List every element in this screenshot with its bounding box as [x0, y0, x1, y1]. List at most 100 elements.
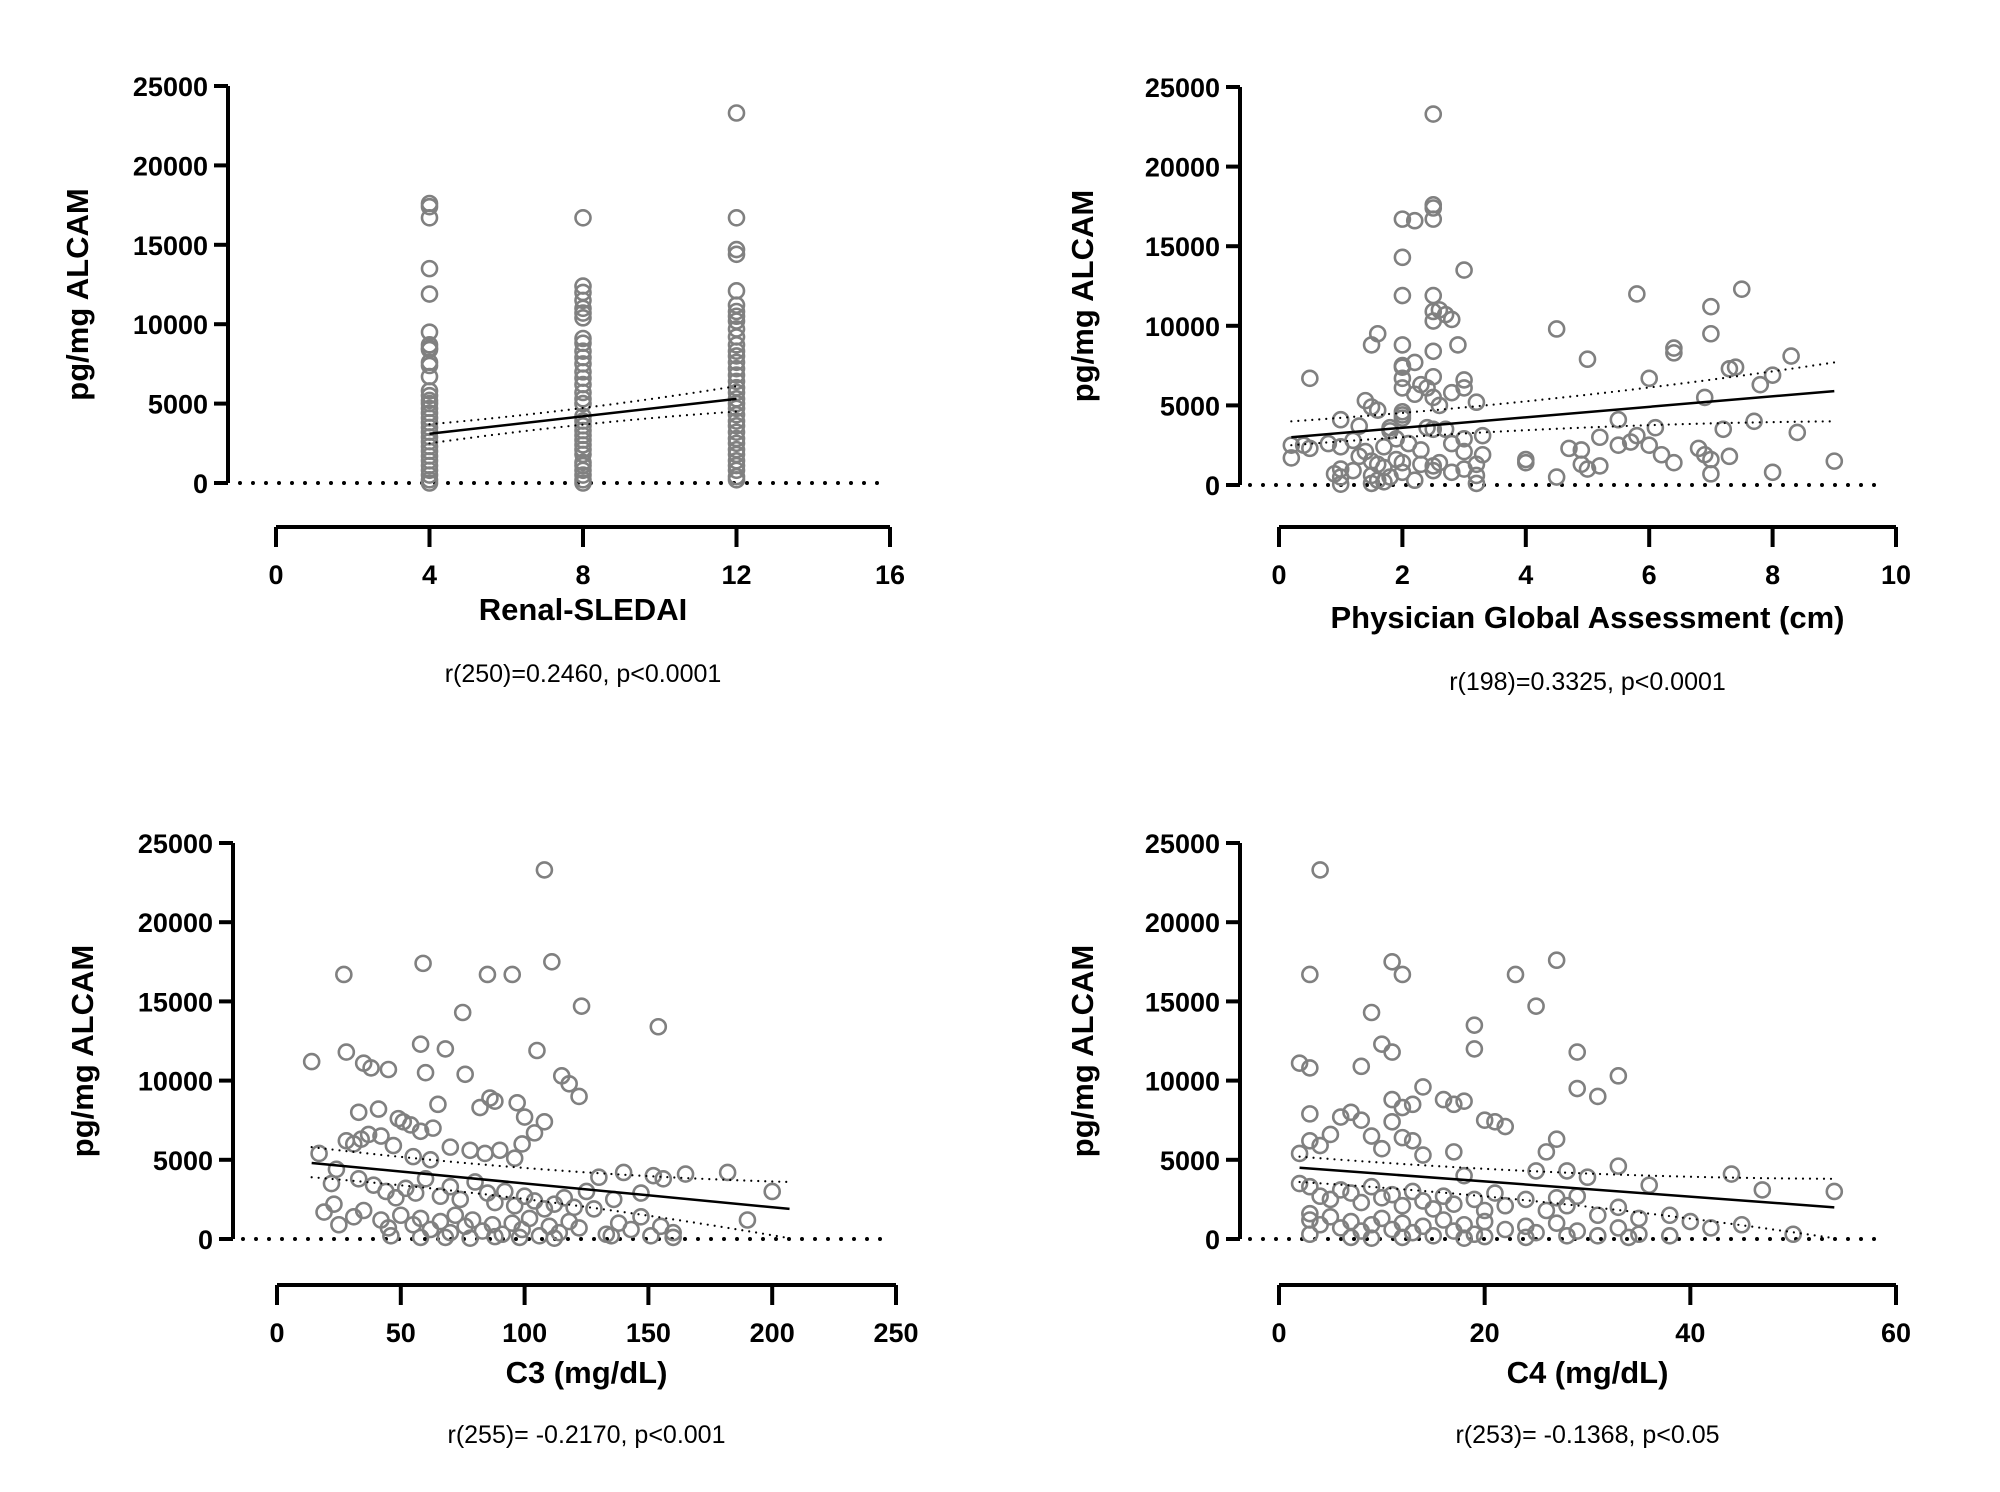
data-point — [1331, 475, 1350, 494]
data-point — [1311, 861, 1329, 879]
data-point — [632, 1208, 650, 1226]
data-point — [1434, 1187, 1453, 1206]
data-point — [1321, 1208, 1340, 1226]
data-point — [1362, 336, 1381, 354]
data-point — [727, 423, 746, 441]
data-point — [436, 1040, 455, 1058]
data-point — [416, 1063, 435, 1082]
data-point — [622, 1220, 640, 1239]
data-point — [1393, 1196, 1412, 1215]
data-point — [1695, 388, 1714, 407]
data-points — [1290, 861, 1844, 1248]
data-point — [420, 367, 439, 386]
data-point — [1403, 1182, 1422, 1201]
data-point — [1578, 460, 1597, 478]
y-tick-label: 10000 — [138, 1067, 213, 1097]
data-point — [1763, 463, 1782, 482]
data-point — [1352, 1057, 1371, 1076]
y-tick-label: 0 — [198, 1225, 213, 1255]
data-point — [1331, 410, 1350, 429]
data-point — [505, 1196, 524, 1215]
x-tick-label: 100 — [502, 1318, 547, 1348]
data-point — [1362, 1177, 1381, 1196]
x-tick-label: 12 — [721, 560, 751, 590]
data-point — [718, 1163, 737, 1182]
data-point — [727, 245, 746, 264]
data-point — [466, 1173, 484, 1191]
regression-line — [429, 397, 737, 436]
data-point — [1660, 1227, 1679, 1245]
data-point — [1628, 285, 1646, 303]
data-point — [1393, 965, 1412, 984]
data-point — [1373, 1139, 1391, 1158]
data-point — [441, 1138, 460, 1156]
data-point — [1368, 401, 1387, 419]
data-point — [1588, 1087, 1607, 1106]
data-point — [414, 954, 432, 973]
data-point — [1578, 350, 1597, 369]
data-point — [1788, 423, 1807, 442]
data-point — [1342, 1228, 1360, 1247]
data-point — [1475, 1227, 1494, 1246]
data-point — [1560, 439, 1578, 458]
data-point — [420, 382, 439, 400]
y-tick-label: 15000 — [133, 231, 208, 261]
data-point — [1517, 1228, 1535, 1247]
data-point — [1619, 1228, 1638, 1247]
data-point — [421, 1220, 440, 1239]
regression-line — [1299, 1166, 1835, 1209]
data-point — [411, 1035, 430, 1053]
data-point — [359, 1125, 378, 1144]
data-point — [1393, 409, 1412, 427]
data-point — [1311, 1136, 1329, 1155]
data-point — [1722, 1165, 1741, 1183]
data-point — [1373, 1189, 1391, 1207]
data-point — [1403, 1131, 1422, 1150]
data-point — [1424, 420, 1443, 439]
data-point — [1547, 951, 1566, 970]
data-point — [574, 329, 592, 348]
data-point — [1558, 1196, 1576, 1215]
data-point — [1745, 412, 1763, 431]
data-point — [1375, 437, 1393, 456]
confidence-band-upper — [1290, 361, 1836, 423]
data-point — [420, 209, 439, 227]
confidence-band-upper — [310, 1146, 791, 1184]
x-axis-title: C3 (mg/dL) — [506, 1355, 668, 1390]
data-point — [1301, 965, 1319, 984]
data-point — [429, 1095, 447, 1114]
data-point — [574, 461, 592, 480]
data-point — [476, 1144, 494, 1163]
y-tick-label: 5000 — [148, 390, 208, 420]
data-point — [1301, 1131, 1319, 1150]
data-point — [1405, 471, 1424, 490]
y-tick-label: 15000 — [138, 987, 213, 1017]
data-point — [1393, 286, 1412, 305]
data-point — [727, 104, 746, 122]
data-point — [1609, 1198, 1628, 1217]
data-point — [1825, 1182, 1844, 1201]
data-point — [535, 861, 554, 879]
confidence-band-lower — [1290, 420, 1836, 447]
data-point — [1321, 1125, 1340, 1144]
data-point — [1473, 426, 1492, 445]
data-point — [424, 1119, 442, 1137]
data-point — [1405, 211, 1424, 230]
data-point — [420, 461, 439, 480]
data-point — [1424, 210, 1443, 228]
data-point — [1424, 286, 1443, 305]
data-point — [379, 1060, 398, 1079]
data-point — [1726, 358, 1745, 376]
data-point — [1640, 369, 1658, 388]
y-tick-label: 20000 — [1145, 908, 1220, 938]
data-point — [1350, 417, 1369, 435]
data-point — [1665, 344, 1683, 362]
x-axis-title: Physician Global Assessment (cm) — [1331, 600, 1845, 635]
data-point — [574, 390, 592, 408]
y-tick-label: 0 — [193, 469, 208, 499]
y-tick-label: 20000 — [133, 151, 208, 181]
data-point — [545, 1229, 564, 1248]
data-point — [486, 1092, 504, 1110]
data-point — [1609, 1219, 1628, 1237]
